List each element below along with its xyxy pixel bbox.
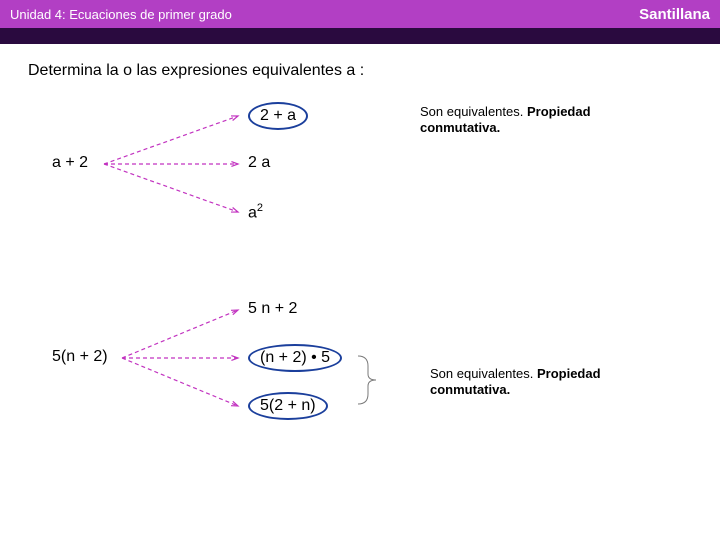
group2-arrows [0,290,720,530]
group1-option-3: a2 [248,202,263,222]
group1-note-pre: Son equivalentes. [420,104,527,119]
group2-note-pre: Son equivalentes. [430,366,537,381]
group2-option-1: 5 n + 2 [248,300,297,318]
group2-option-2-circled: (n + 2) • 5 [248,344,342,372]
group2-left-expr: 5(n + 2) [52,348,108,366]
group2-option-3-circled: 5(2 + n) [248,392,328,420]
header-bar: Unidad 4: Ecuaciones de primer grado San… [0,0,720,28]
group1-option-1-circled: 2 + a [248,102,308,130]
group1-option-3-base: a [248,204,257,221]
group1-left-expr: a + 2 [52,154,88,172]
group1-option-3-sup: 2 [257,202,263,214]
brand: Santillana [639,6,710,23]
group1-option-2: 2 a [248,154,270,172]
content-area: Determina la o las expresiones equivalen… [0,44,720,80]
group2-note: Son equivalentes. Propiedad conmutativa. [430,366,650,399]
prompt-text: Determina la o las expresiones equivalen… [28,62,700,80]
unit-title: Unidad 4: Ecuaciones de primer grado [10,7,232,22]
group1-note: Son equivalentes. Propiedad conmutativa. [420,104,640,137]
header-band [0,28,720,44]
